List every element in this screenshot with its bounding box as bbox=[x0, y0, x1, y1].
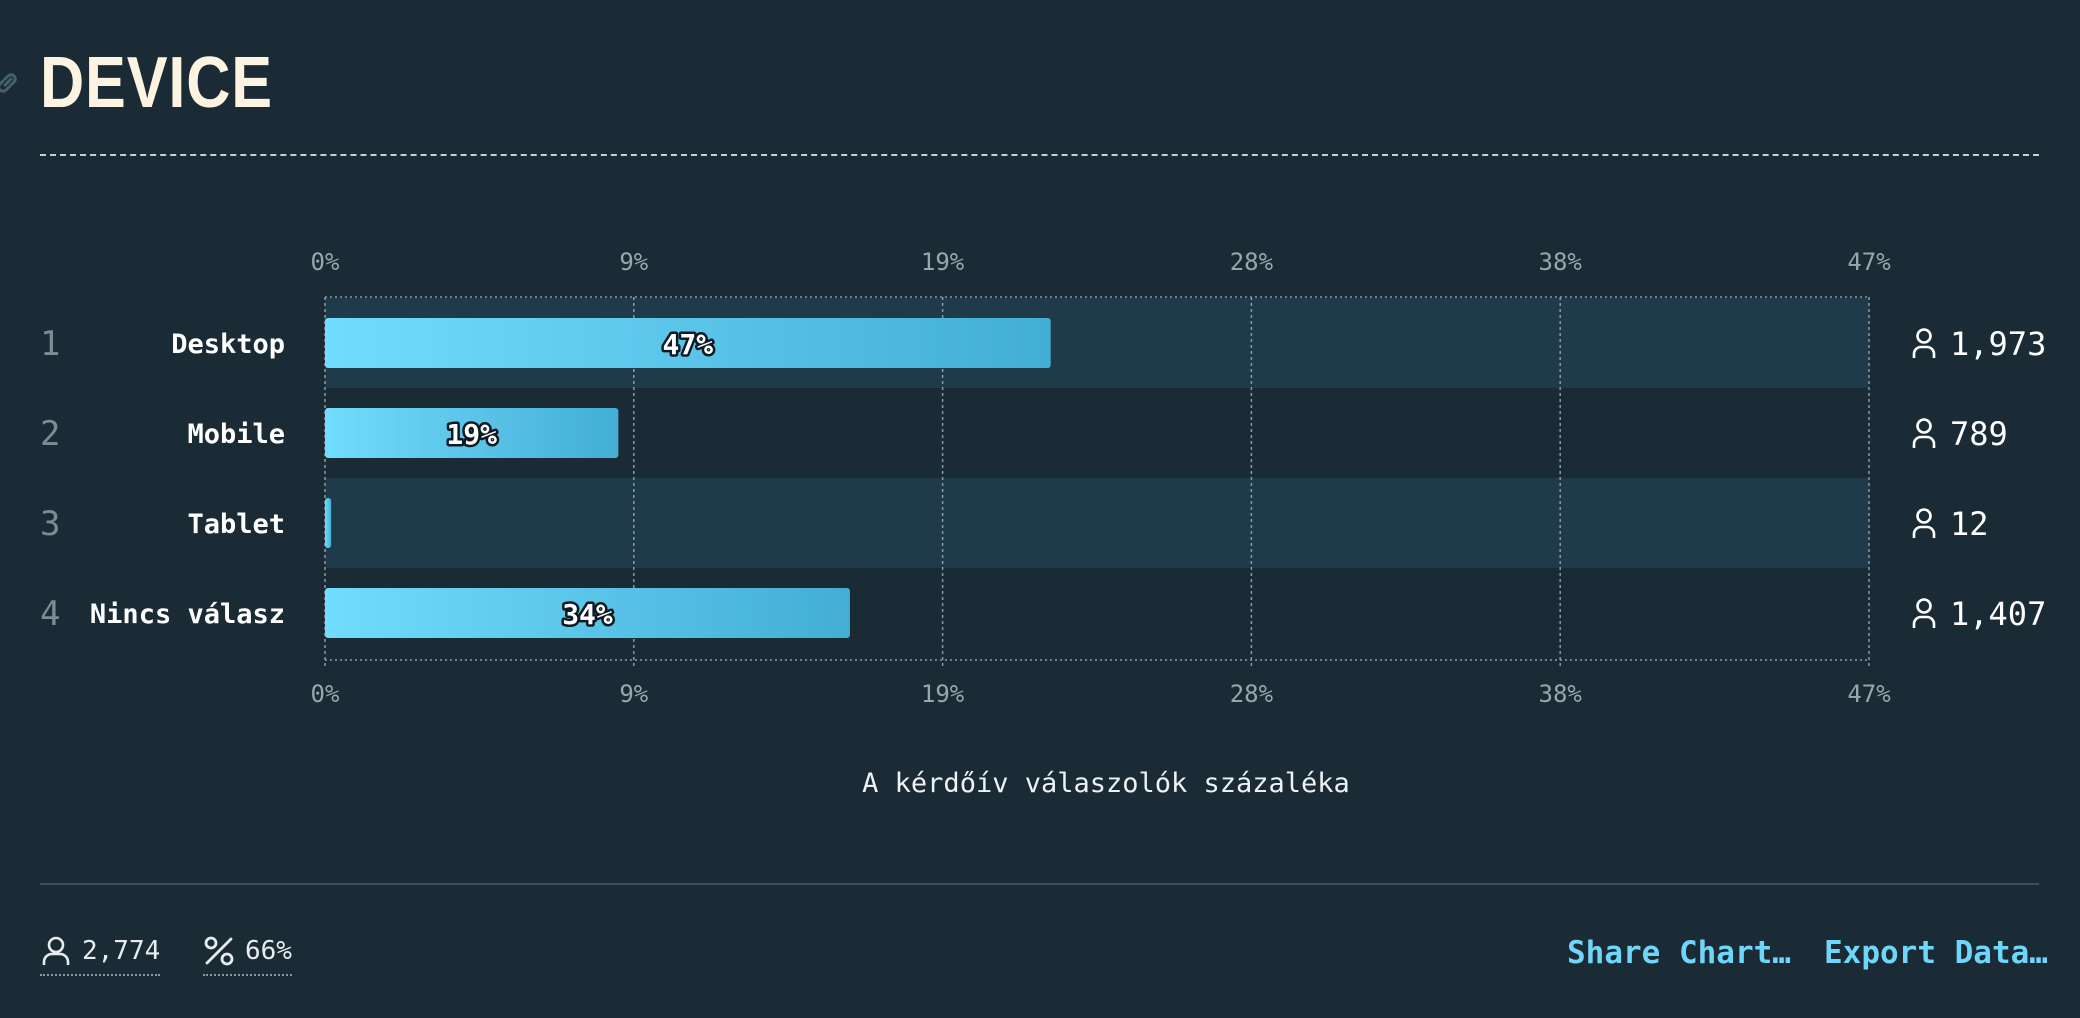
tick-label-top: 19% bbox=[921, 248, 965, 276]
tick-label-top: 9% bbox=[619, 248, 648, 276]
tick-label-bottom: 9% bbox=[619, 680, 648, 708]
respondent-count: 12 bbox=[1950, 505, 1989, 543]
percent-icon bbox=[204, 936, 234, 966]
person-icon bbox=[1912, 418, 1936, 448]
rank-label: 4 bbox=[40, 594, 60, 634]
person-icon bbox=[1912, 598, 1936, 628]
category-label: Desktop bbox=[171, 329, 285, 360]
tick-label-bottom: 28% bbox=[1230, 680, 1274, 708]
bar[interactable] bbox=[325, 498, 332, 548]
respondents-count: 2,774 bbox=[82, 936, 161, 966]
bar-value-label: 19% bbox=[446, 418, 497, 451]
bar-value-label: 47% bbox=[663, 328, 714, 361]
respondent-count: 1,407 bbox=[1950, 595, 2046, 633]
rank-label: 3 bbox=[40, 504, 60, 544]
person-icon bbox=[1912, 508, 1936, 538]
tick-label-top: 47% bbox=[1847, 248, 1891, 276]
share-chart-button[interactable]: Share Chart… bbox=[1567, 935, 1791, 971]
tick-label-top: 38% bbox=[1539, 248, 1583, 276]
title-divider bbox=[40, 154, 2039, 156]
person-icon bbox=[42, 936, 70, 965]
respondent-count: 789 bbox=[1950, 415, 2008, 453]
tick-label-bottom: 38% bbox=[1539, 680, 1583, 708]
category-label: Tablet bbox=[187, 509, 285, 540]
category-label: Nincs válasz bbox=[90, 599, 285, 630]
rank-label: 2 bbox=[40, 414, 60, 454]
link-icon[interactable] bbox=[0, 70, 20, 96]
response-rate-stat[interactable]: 66% bbox=[203, 928, 292, 976]
response-rate-value: 66% bbox=[245, 936, 292, 966]
respondents-stat[interactable]: 2,774 bbox=[40, 928, 161, 976]
category-label: Mobile bbox=[187, 419, 285, 450]
tick-label-top: 0% bbox=[311, 248, 340, 276]
bar-chart: 0% 0% 9% 9% 19% 19% 28% 28% 38% 38% 47% 47% 1 Desktop… bbox=[40, 248, 2046, 799]
tick-label-top: 28% bbox=[1230, 248, 1274, 276]
footer-divider bbox=[40, 883, 2039, 885]
tick-label-bottom: 47% bbox=[1847, 680, 1891, 708]
tick-label-bottom: 0% bbox=[311, 680, 340, 708]
bar[interactable] bbox=[325, 588, 850, 638]
rank-label: 1 bbox=[40, 324, 60, 364]
row-band bbox=[325, 478, 1869, 568]
export-data-button[interactable]: Export Data… bbox=[1824, 935, 2048, 971]
bar[interactable] bbox=[325, 318, 1051, 368]
respondent-count: 1,973 bbox=[1950, 325, 2046, 363]
page-title: DEVICE bbox=[40, 43, 273, 123]
bar[interactable] bbox=[325, 408, 619, 458]
x-axis-label: A kérdőív válaszolók százaléka bbox=[862, 768, 1350, 799]
tick-label-bottom: 19% bbox=[921, 680, 965, 708]
person-icon bbox=[1912, 328, 1936, 358]
bar-value-label: 34% bbox=[562, 598, 613, 631]
